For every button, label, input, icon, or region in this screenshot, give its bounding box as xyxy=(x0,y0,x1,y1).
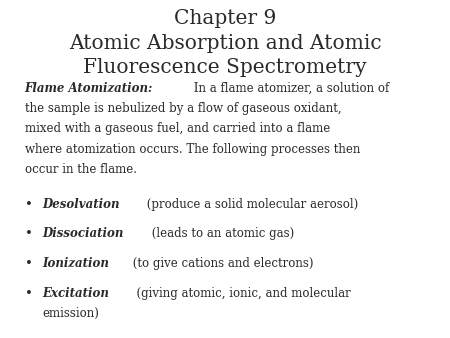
Text: Fluorescence Spectrometry: Fluorescence Spectrometry xyxy=(83,58,367,77)
Text: •: • xyxy=(25,227,32,240)
Text: (to give cations and electrons): (to give cations and electrons) xyxy=(129,257,314,270)
Text: Desolvation: Desolvation xyxy=(43,198,120,211)
Text: (leads to an atomic gas): (leads to an atomic gas) xyxy=(148,227,294,240)
Text: mixed with a gaseous fuel, and carried into a flame: mixed with a gaseous fuel, and carried i… xyxy=(25,122,330,135)
Text: In a flame atomizer, a solution of: In a flame atomizer, a solution of xyxy=(190,82,390,95)
Text: Flame Atomization:: Flame Atomization: xyxy=(25,82,153,95)
Text: Chapter 9: Chapter 9 xyxy=(174,9,276,28)
Text: emission): emission) xyxy=(43,307,99,320)
Text: Dissociation: Dissociation xyxy=(43,227,124,240)
Text: Ionization: Ionization xyxy=(43,257,110,270)
Text: Atomic Absorption and Atomic: Atomic Absorption and Atomic xyxy=(69,34,381,53)
Text: •: • xyxy=(25,257,32,270)
Text: occur in the flame.: occur in the flame. xyxy=(25,163,137,176)
Text: •: • xyxy=(25,287,32,300)
Text: •: • xyxy=(25,198,32,211)
Text: where atomization occurs. The following processes then: where atomization occurs. The following … xyxy=(25,143,360,155)
Text: Excitation: Excitation xyxy=(43,287,110,300)
Text: the sample is nebulized by a flow of gaseous oxidant,: the sample is nebulized by a flow of gas… xyxy=(25,102,342,115)
Text: (produce a solid molecular aerosol): (produce a solid molecular aerosol) xyxy=(143,198,358,211)
Text: (giving atomic, ionic, and molecular: (giving atomic, ionic, and molecular xyxy=(129,287,351,300)
